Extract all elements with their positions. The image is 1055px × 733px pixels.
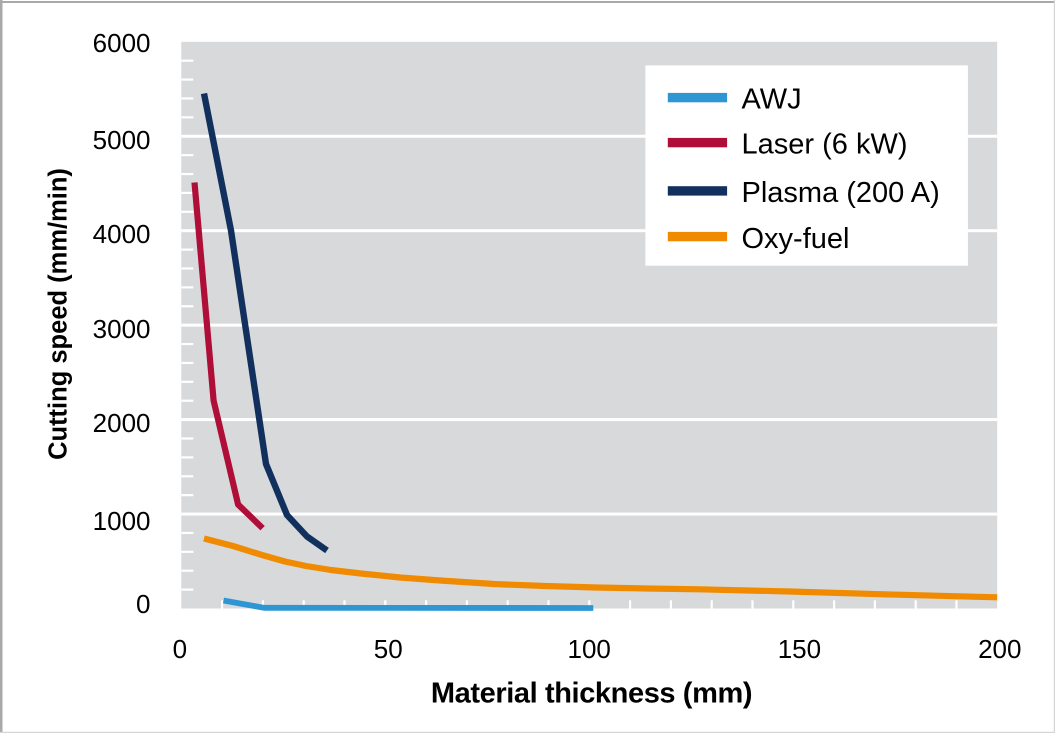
svg-text:5000: 5000 [93,125,151,155]
svg-text:50: 50 [374,634,403,664]
svg-text:Cutting speed (mm/min): Cutting speed (mm/min) [45,168,73,460]
svg-text:4000: 4000 [93,219,151,249]
svg-text:Plasma (200 A): Plasma (200 A) [742,177,940,209]
svg-text:100: 100 [568,634,611,664]
svg-text:1000: 1000 [93,506,151,536]
svg-text:150: 150 [778,634,821,664]
svg-text:6000: 6000 [93,28,151,58]
svg-text:AWJ: AWJ [742,83,802,115]
svg-text:0: 0 [136,589,150,619]
svg-text:Laser (6 kW): Laser (6 kW) [742,128,908,160]
svg-text:Oxy-fuel: Oxy-fuel [742,223,850,255]
svg-text:0: 0 [173,634,187,664]
svg-text:Material thickness (mm): Material thickness (mm) [431,677,752,709]
svg-text:3000: 3000 [93,314,151,344]
svg-text:200: 200 [978,634,1021,664]
svg-text:2000: 2000 [93,408,151,438]
